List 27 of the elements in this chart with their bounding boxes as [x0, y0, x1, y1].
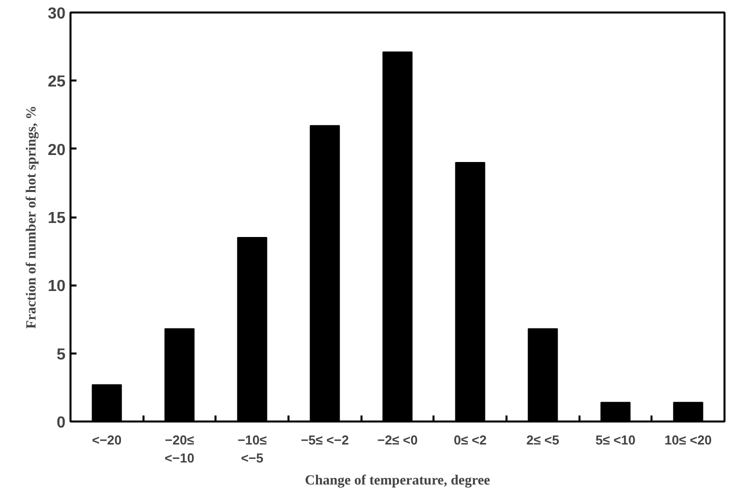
x-tick-label: 10≤ <20 — [664, 432, 712, 448]
x-tick-label: 2≤ <5 — [526, 432, 560, 448]
bar — [164, 328, 195, 422]
x-axis-title: Change of temperature, degree — [304, 474, 490, 488]
y-tick-label: 5 — [56, 346, 66, 364]
x-tick-label: −20≤ <−10 — [164, 432, 194, 466]
y-tick-label: 15 — [48, 210, 66, 227]
bar — [92, 384, 122, 422]
bar — [382, 52, 413, 422]
bar — [600, 402, 631, 422]
y-tick-label: 0 — [56, 414, 66, 432]
x-tick-label: 0≤ <2 — [454, 432, 487, 448]
bar — [237, 236, 268, 422]
y-tick-label: 30 — [48, 6, 66, 22]
x-tick-label: <−20 — [92, 432, 122, 448]
x-tick-label: −5≤ <−2 — [300, 432, 349, 448]
x-tick-label: −2≤ <0 — [377, 432, 418, 448]
x-tick-label: 5≤ <10 — [595, 432, 636, 448]
bar — [673, 402, 704, 422]
y-tick-label: 20 — [48, 142, 66, 159]
y-tick-label: 10 — [48, 278, 66, 296]
bar — [310, 125, 340, 422]
bar — [455, 162, 486, 422]
y-axis-title: Fraction of number of hot springs, % — [24, 105, 40, 329]
x-tick-label: −10≤ <−5 — [238, 432, 267, 466]
y-tick-label: 25 — [48, 74, 66, 91]
bar — [528, 328, 558, 422]
